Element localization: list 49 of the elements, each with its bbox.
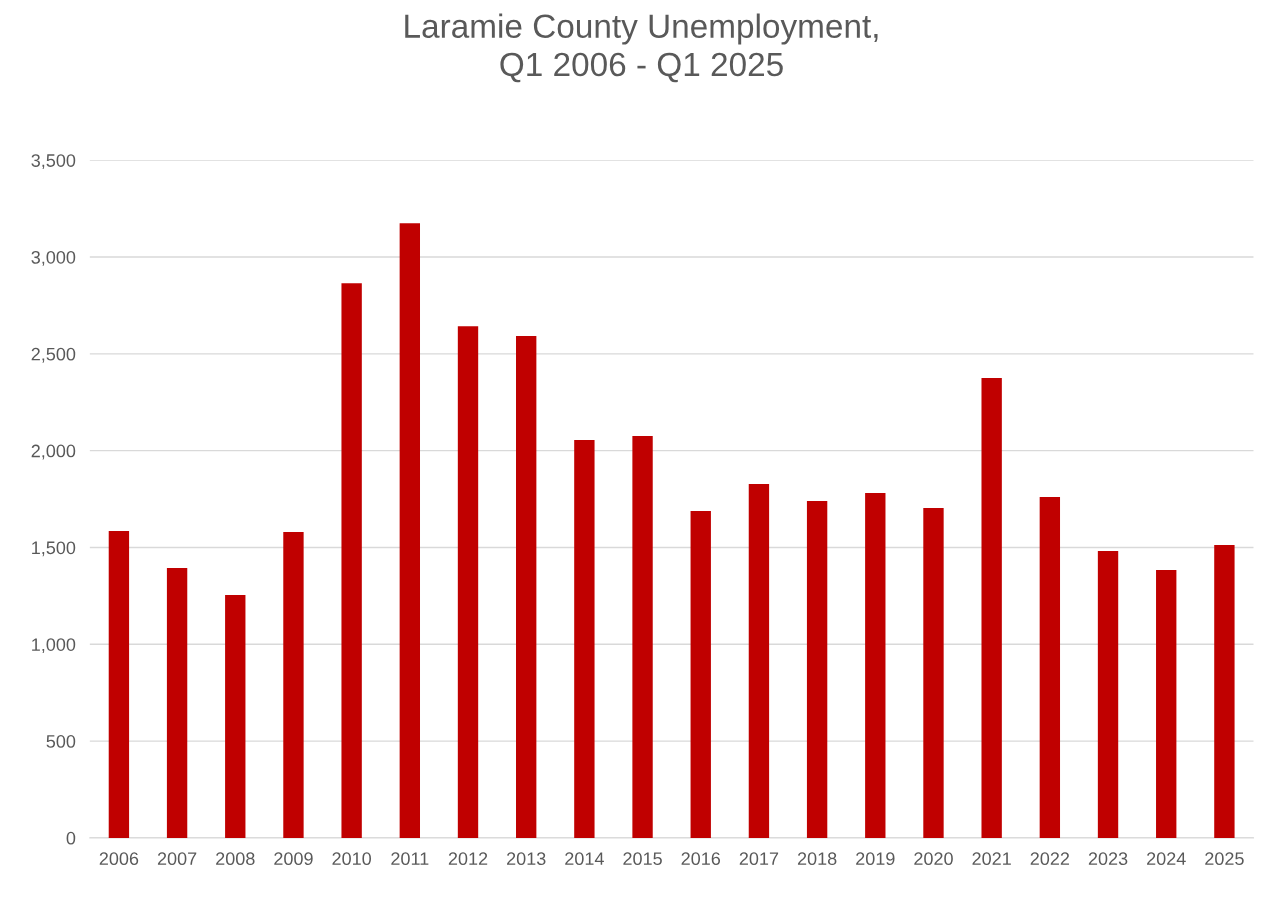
y-tick-label: 3,000: [31, 250, 76, 266]
x-tick-label: 2009: [274, 852, 313, 866]
x-tick-label: 2006: [99, 852, 139, 866]
y-tick-label: 1,000: [32, 638, 76, 654]
bar: [341, 283, 362, 838]
bar: [574, 439, 595, 838]
x-tick-label: 2025: [1205, 852, 1244, 866]
bar: [283, 531, 304, 838]
bar: [1214, 544, 1235, 838]
x-tick-label: 2020: [914, 852, 953, 866]
y-tick-label: 1,500: [32, 541, 76, 557]
bar: [1039, 497, 1061, 838]
y-tick-label: 2,000: [31, 444, 76, 460]
bar: [457, 326, 479, 838]
bar: [865, 493, 886, 838]
x-tick-label: 2008: [216, 852, 255, 866]
x-tick-label: 2010: [332, 852, 372, 866]
x-tick-label: 2021: [972, 852, 1011, 866]
y-tick-label: 0: [66, 831, 76, 845]
x-tick-label: 2024: [1147, 852, 1186, 866]
y-tick-label: 500: [46, 735, 76, 748]
bar: [166, 567, 188, 838]
bar: [806, 500, 828, 838]
bar: [399, 223, 420, 838]
x-tick-label: 2017: [739, 852, 779, 866]
bar: [1156, 569, 1177, 838]
bar: [225, 595, 246, 838]
bar: [632, 436, 653, 838]
x-tick-label: 2007: [157, 852, 197, 866]
bar: [748, 483, 770, 838]
x-tick-label: 2018: [797, 852, 837, 866]
x-tick-label: 2022: [1030, 852, 1070, 866]
x-tick-label: 2019: [856, 852, 895, 866]
y-tick-label: 3,500: [31, 154, 76, 170]
x-tick-label: 2013: [507, 852, 546, 866]
y-tick-label: 2,500: [31, 347, 76, 363]
bar: [923, 507, 944, 838]
x-tick-label: 2011: [391, 852, 429, 866]
chart-title: Laramie County Unemployment, Q1 2006 - Q1 2025: [405, 13, 878, 83]
bar: [981, 378, 1002, 838]
x-tick-label: 2016: [681, 852, 721, 866]
bar: [690, 511, 711, 838]
bar: [1097, 550, 1119, 838]
bar: [516, 336, 537, 838]
bar: [108, 531, 130, 838]
x-tick-label: 2015: [623, 852, 662, 866]
x-tick-label: 2014: [565, 852, 604, 866]
x-tick-label: 2023: [1088, 852, 1128, 866]
x-tick-label: 2012: [448, 852, 488, 866]
